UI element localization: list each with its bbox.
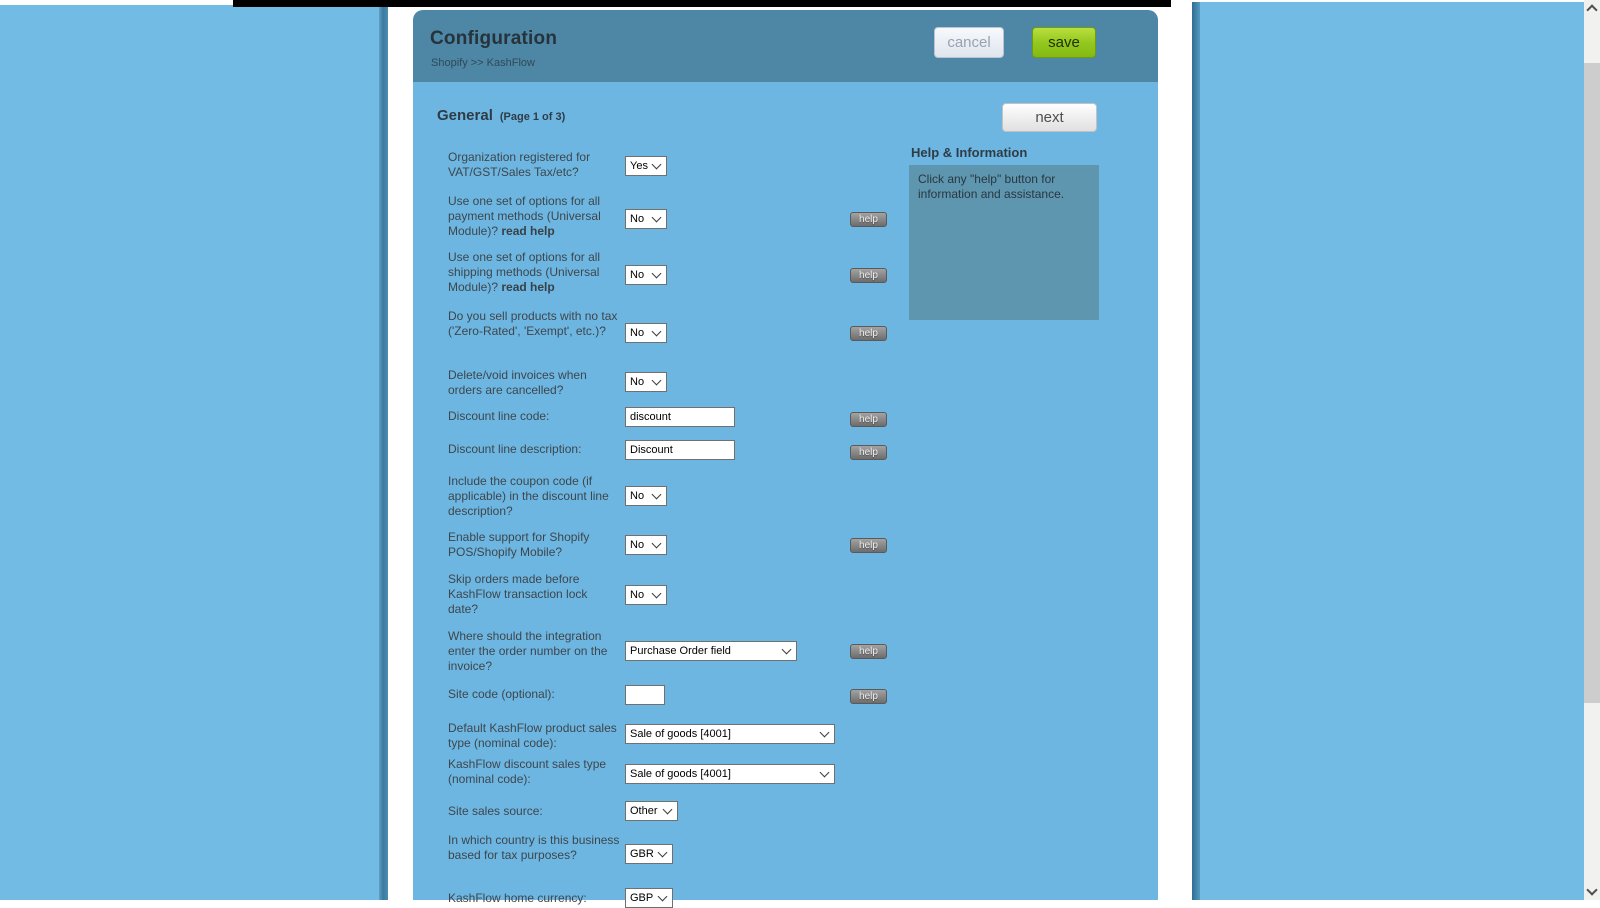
page-indicator: (Page 1 of 3) [499,111,566,123]
select-chevron-icon [651,326,662,337]
discount-line-description-input[interactable] [625,440,735,460]
no-tax-products-help-button[interactable]: help [850,326,887,341]
help-panel-body: Click any "help" button for information … [909,165,1099,320]
scrollbar-up-button[interactable] [1584,0,1600,17]
coupon-code-in-description-label: Include the coupon code (if applicable) … [448,474,609,518]
select-chevron-icon [662,804,673,815]
discount-line-description-label: Discount line description: [448,442,582,456]
frame-top-border [233,0,1171,7]
scrollbar-down-button[interactable] [1584,883,1600,900]
discount-sales-type-select[interactable]: Sale of goods [4001] [625,764,835,784]
chevron-up-icon [1586,4,1598,16]
select-chevron-icon [651,489,662,500]
skip-locked-orders-label: Skip orders made before KashFlow transac… [448,572,588,616]
skip-locked-orders-select[interactable]: No [625,585,667,605]
universal-payment-label: Use one set of options for all payment m… [448,194,601,238]
universal-shipping-label: Use one set of options for all shipping … [448,250,601,294]
discount-line-description-help-button[interactable]: help [850,445,887,460]
order-number-field-select[interactable]: Purchase Order field [625,641,797,661]
chevron-down-icon [1586,884,1598,896]
shopify-pos-support-label: Enable support for Shopify POS/Shopify M… [448,530,590,559]
select-chevron-icon [651,268,662,279]
tax-country-select[interactable]: GBR [625,844,673,864]
default-product-sales-type-select[interactable]: Sale of goods [4001] [625,724,835,744]
scrollbar-thumb[interactable] [1584,63,1600,703]
home-currency-select[interactable]: GBP [625,888,673,908]
discount-sales-type-label: KashFlow discount sales type (nominal co… [448,757,607,786]
universal-shipping-help-button[interactable]: help [850,268,887,283]
universal-shipping-select[interactable]: No [625,265,667,285]
help-panel-title: Help & Information [911,145,1028,160]
no-tax-products-select[interactable]: No [625,323,667,343]
select-chevron-icon [819,767,830,778]
cancel-button[interactable]: cancel [934,27,1004,58]
select-chevron-icon [651,375,662,386]
home-currency-label: KashFlow home currency: [448,891,587,905]
universal-payment-help-button[interactable]: help [850,212,887,227]
save-button[interactable]: save [1032,27,1096,58]
site-code-help-button[interactable]: help [850,689,887,704]
vat-registered-label: Organization registered for VAT/GST/Sale… [448,150,591,179]
discount-line-code-label: Discount line code: [448,409,550,423]
page-title: Configuration [430,28,558,49]
tax-country-label: In which country is this business based … [448,833,620,862]
vertical-scrollbar[interactable] [1584,0,1600,900]
breadcrumb: Shopify >> KashFlow [431,57,535,69]
discount-line-code-help-button[interactable]: help [850,412,887,427]
select-chevron-icon [651,212,662,223]
left-panel-edge [379,5,388,900]
select-chevron-icon [819,727,830,738]
site-code-label: Site code (optional): [448,687,555,701]
select-chevron-icon [657,847,668,858]
discount-line-code-input[interactable] [625,407,735,427]
shopify-pos-support-select[interactable]: No [625,535,667,555]
select-chevron-icon [651,588,662,599]
coupon-code-in-description-select[interactable]: No [625,486,667,506]
select-chevron-icon [651,538,662,549]
right-panel-edge [1192,2,1200,900]
right-background-panel [1200,2,1584,900]
panel-header: Configuration Shopify >> KashFlow cancel… [413,10,1158,82]
delete-void-invoices-label: Delete/void invoices when orders are can… [448,368,587,397]
left-background-panel [0,5,379,900]
site-code-input[interactable] [625,685,665,705]
next-button[interactable]: next [1002,103,1097,132]
site-sales-source-label: Site sales source: [448,804,543,818]
select-chevron-icon [651,159,662,170]
vat-registered-select[interactable]: Yes [625,156,667,176]
default-product-sales-type-label: Default KashFlow product sales type (nom… [448,721,617,750]
shopify-pos-support-help-button[interactable]: help [850,538,887,553]
select-chevron-icon [781,644,792,655]
configuration-panel: Configuration Shopify >> KashFlow cancel… [413,10,1158,900]
universal-payment-select[interactable]: No [625,209,667,229]
order-number-field-help-button[interactable]: help [850,644,887,659]
section-title: General (Page 1 of 3) [437,107,566,124]
delete-void-invoices-select[interactable]: No [625,372,667,392]
site-sales-source-select[interactable]: Other [625,801,678,821]
order-number-field-label: Where should the integration enter the o… [448,629,608,673]
no-tax-products-label: Do you sell products with no tax ('Zero-… [448,309,618,338]
